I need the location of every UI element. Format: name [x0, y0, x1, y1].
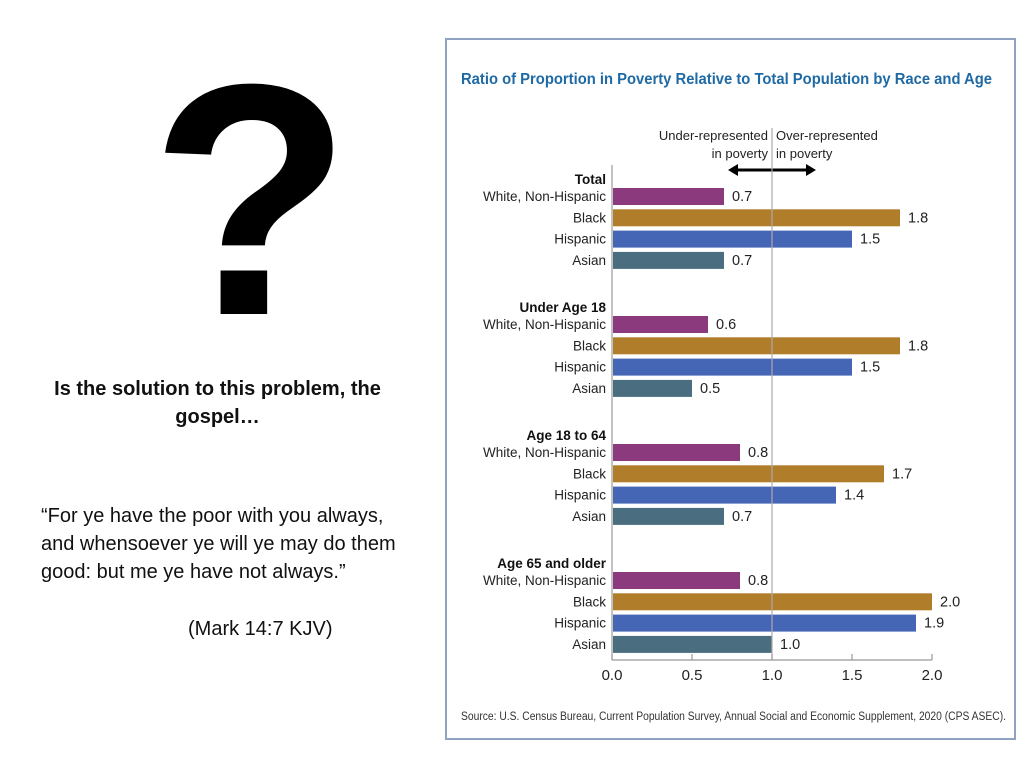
- bar-value-label: 2.0: [940, 594, 960, 610]
- bar: [613, 572, 740, 589]
- annotation-under-line1: Under-represented: [659, 128, 768, 143]
- bar-value-label: 1.8: [908, 210, 928, 226]
- bar-value-label: 1.4: [844, 488, 864, 504]
- category-label: Asian: [572, 637, 606, 652]
- bar-value-label: 0.7: [732, 253, 752, 269]
- bar-value-label: 1.0: [780, 637, 800, 653]
- category-label: White, Non-Hispanic: [483, 317, 606, 332]
- bar-value-label: 1.8: [908, 338, 928, 354]
- bar-value-label: 0.5: [700, 381, 720, 397]
- arrow-right-icon: [806, 164, 816, 176]
- scripture-citation: (Mark 14:7 KJV): [188, 618, 333, 640]
- x-tick-label: 0.5: [682, 667, 703, 684]
- category-label: Black: [573, 210, 606, 225]
- bar: [613, 507, 724, 525]
- category-label: Black: [573, 594, 606, 609]
- bar: [613, 316, 708, 333]
- category-label: Black: [573, 466, 606, 481]
- bar-value-label: 0.6: [716, 317, 736, 333]
- scripture-quote: “For ye have the poor with you always, a…: [41, 505, 396, 583]
- bar-value-label: 1.5: [860, 360, 880, 376]
- annotation-under-line2: in poverty: [712, 146, 769, 161]
- bar: [613, 614, 916, 632]
- x-tick-label: 2.0: [922, 667, 943, 684]
- group-label: Total: [575, 172, 606, 187]
- bar: [613, 358, 852, 376]
- bar-value-label: 1.5: [860, 232, 880, 248]
- category-label: Hispanic: [554, 616, 606, 631]
- annotation-over-line1: Over-represented: [776, 128, 878, 143]
- bar: [613, 486, 836, 504]
- bar-value-label: 0.8: [748, 573, 768, 589]
- category-label: Asian: [572, 509, 606, 524]
- x-tick-label: 0.0: [602, 667, 623, 684]
- bar: [613, 230, 852, 248]
- x-tick-label: 1.0: [762, 667, 783, 684]
- category-label: White, Non-Hispanic: [483, 573, 606, 588]
- group-label: Age 18 to 64: [526, 428, 606, 443]
- arrow-left-icon: [728, 164, 738, 176]
- bar: [613, 188, 724, 205]
- question-text: Is the solution to this problem, the gos…: [54, 378, 381, 428]
- bar-value-label: 1.7: [892, 466, 912, 482]
- category-label: White, Non-Hispanic: [483, 445, 606, 460]
- chart-source: Source: U.S. Census Bureau, Current Popu…: [461, 711, 1006, 723]
- bar: [613, 251, 724, 269]
- bar: [613, 379, 692, 397]
- category-label: Asian: [572, 253, 606, 268]
- bar: [613, 635, 772, 653]
- bar-value-label: 1.9: [924, 616, 944, 632]
- bar-value-label: 0.7: [732, 509, 752, 525]
- bar: [613, 337, 900, 355]
- group-label: Under Age 18: [519, 300, 606, 315]
- category-label: Asian: [572, 381, 606, 396]
- bar: [613, 209, 900, 227]
- bar-value-label: 0.8: [748, 445, 768, 461]
- category-label: White, Non-Hispanic: [483, 189, 606, 204]
- category-label: Hispanic: [554, 360, 606, 375]
- bar: [613, 465, 884, 483]
- category-label: Black: [573, 338, 606, 353]
- chart-title: Ratio of Proportion in Poverty Relative …: [461, 71, 992, 88]
- question-mark-icon: ?: [150, 15, 352, 384]
- bar: [613, 444, 740, 461]
- annotation-over-line2: in poverty: [776, 146, 833, 161]
- x-tick-label: 1.5: [842, 667, 863, 684]
- group-label: Age 65 and older: [497, 556, 607, 571]
- bar-value-label: 0.7: [732, 189, 752, 205]
- category-label: Hispanic: [554, 488, 606, 503]
- category-label: Hispanic: [554, 232, 606, 247]
